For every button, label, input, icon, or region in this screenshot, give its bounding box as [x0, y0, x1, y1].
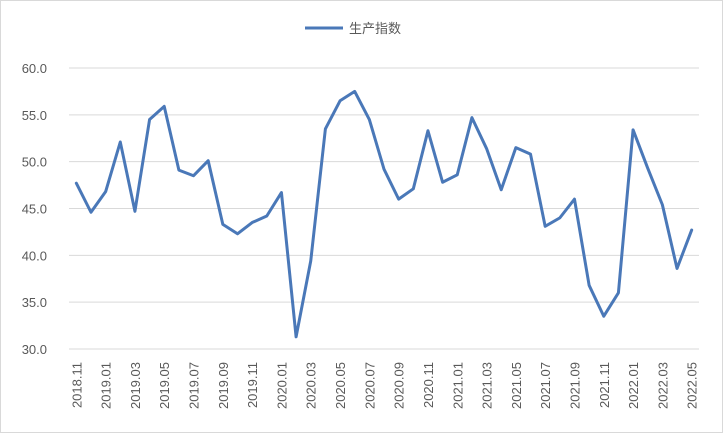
x-tick-label: 2021.07: [538, 362, 553, 409]
x-tick-label: 2020.07: [362, 362, 377, 409]
x-tick-label: 2021.11: [597, 362, 612, 408]
x-tick-label: 2020.03: [304, 362, 319, 409]
x-tick-label: 2020.01: [274, 362, 289, 409]
y-tick-label: 45.0: [22, 202, 47, 217]
x-tick-label: 2019.11: [245, 362, 260, 408]
x-tick-label: 2022.01: [626, 362, 641, 409]
data-line: [74, 89, 694, 339]
y-tick-label: 35.0: [22, 295, 47, 310]
x-tick-label: 2021.03: [480, 362, 495, 409]
x-tick-label: 2019.01: [99, 362, 114, 409]
y-tick-label: 55.0: [22, 108, 47, 123]
x-tick-label: 2022.05: [685, 362, 700, 409]
y-tick-label: 40.0: [22, 248, 47, 263]
x-tick-label: 2019.09: [216, 362, 231, 409]
y-tick-label: 60.0: [22, 61, 47, 76]
x-tick-label: 2020.09: [392, 362, 407, 409]
x-tick-label: 2021.01: [450, 362, 465, 409]
y-tick-label: 30.0: [22, 342, 47, 357]
legend-label: 生产指数: [349, 21, 401, 36]
x-tick-label: 2020.05: [333, 362, 348, 409]
x-tick-label: 2018.11: [69, 362, 84, 408]
x-tick-label: 2022.03: [655, 362, 670, 409]
x-tick-label: 2019.05: [157, 362, 172, 409]
x-tick-label: 2019.03: [128, 362, 143, 409]
x-tick-label: 2019.07: [187, 362, 202, 409]
x-tick-label: 2020.11: [421, 362, 436, 408]
y-tick-label: 50.0: [22, 155, 47, 170]
x-tick-label: 2021.05: [509, 362, 524, 409]
x-tick-label: 2021.09: [567, 362, 582, 409]
